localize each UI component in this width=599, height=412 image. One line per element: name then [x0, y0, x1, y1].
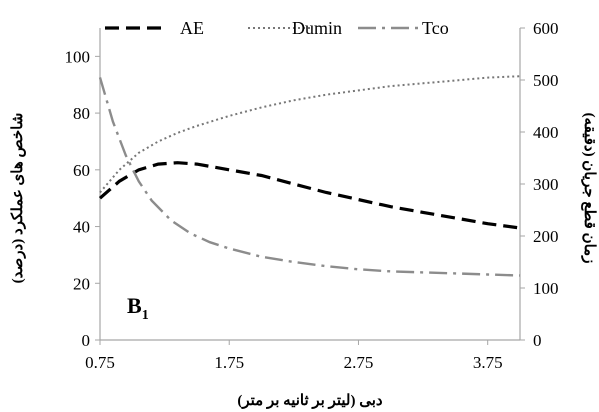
x-axis-title: دبی (لیتر بر ثانیه بر متر) [237, 393, 383, 409]
panel-label: B1 [127, 293, 149, 323]
y-right-tick-label: 200 [533, 227, 559, 246]
y-left-tick-label: 20 [73, 274, 90, 293]
panel-label-subscript: 1 [142, 308, 149, 323]
y-axis-right-title: زمان قطع جریان (دقیقه) [581, 113, 597, 264]
legend: AE Dumin Tco [105, 18, 449, 38]
y-right-tick-label: 300 [533, 175, 559, 194]
y-right-tick-label: 500 [533, 71, 559, 90]
y-left-tick-label: 100 [65, 47, 91, 66]
series-dumin-line [99, 75, 521, 194]
legend-label-ae: AE [180, 18, 204, 38]
legend-label-dumin: Dumin [292, 18, 342, 38]
series-ae-line [98, 161, 521, 230]
y-left-tick-label: 40 [73, 218, 90, 237]
y-right-tick-label: 0 [533, 331, 542, 350]
series-tco-line [98, 77, 521, 277]
y-left-tick-label: 80 [73, 104, 90, 123]
x-tick-label: 2.75 [344, 353, 374, 372]
legend-label-tco: Tco [422, 18, 449, 38]
series-layer [98, 75, 521, 277]
x-tick-label: 0.75 [85, 353, 115, 372]
y-axis-left-title: شاخص های عملکرد (درصد) [10, 113, 26, 284]
y-right-tick-label: 100 [533, 279, 559, 298]
axes: 0 20 40 60 80 100 0 100 200 300 400 500 600 0.75 1.75 2… [65, 19, 559, 372]
x-tick-label: 1.75 [214, 353, 244, 372]
y-left-tick-label: 0 [82, 331, 91, 350]
y-left-tick-label: 60 [73, 161, 90, 180]
y-right-tick-label: 400 [533, 123, 559, 142]
x-tick-label: 3.75 [473, 353, 503, 372]
y-right-tick-label: 600 [533, 19, 559, 38]
